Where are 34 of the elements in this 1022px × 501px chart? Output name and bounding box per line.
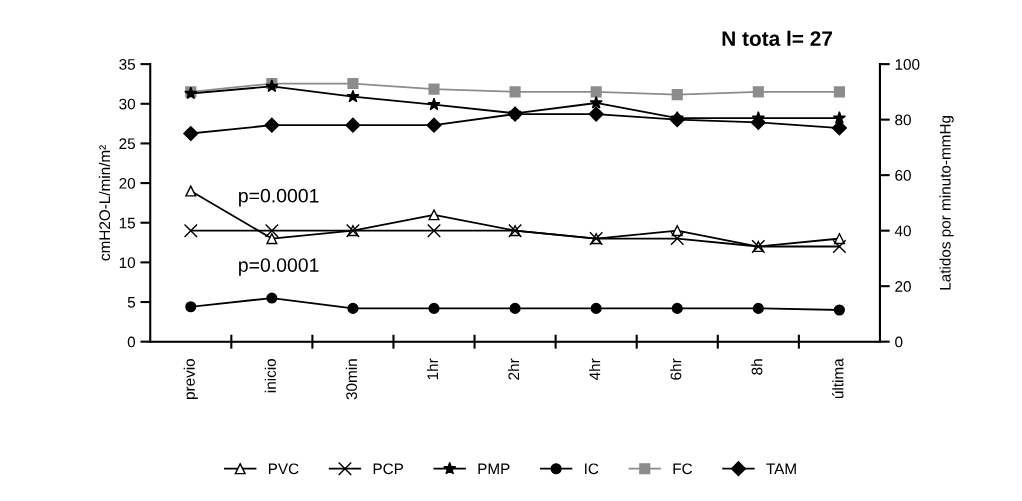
y2-tick-label: 80 <box>895 114 911 126</box>
y2-tick-label: 40 <box>894 225 911 237</box>
y-tick-label: 25 <box>119 138 136 150</box>
legend-label: TAM <box>766 463 796 475</box>
chart-title: N tota l= 27 <box>722 30 833 46</box>
legend-label: PMP <box>478 463 510 475</box>
y-tick-label: 10 <box>119 257 136 269</box>
y-tick-label: 0 <box>127 336 136 348</box>
y-tick-label: 20 <box>119 177 136 189</box>
y2-tick-label: 60 <box>895 170 911 181</box>
x-tick-label: 1hr <box>426 358 438 380</box>
legend-label: PCP <box>373 463 404 475</box>
y-tick-label: 35 <box>119 59 136 70</box>
y-tick-label: 5 <box>127 297 136 308</box>
x-tick-label: previo <box>183 358 198 399</box>
y2-axis-title: Latidos por minuto-mmHg <box>939 116 954 290</box>
x-tick-label: 6hr <box>670 358 682 380</box>
x-tick-label: 8h <box>751 359 763 375</box>
x-tick-label: 4hr <box>589 358 601 381</box>
y2-tick-label: 100 <box>895 59 920 70</box>
y-tick-label: 15 <box>119 217 136 229</box>
y-tick-label: 30 <box>119 98 136 110</box>
y2-tick-label: 0 <box>895 336 903 348</box>
annotation: p=0.0001 <box>239 188 319 207</box>
x-tick-label: última <box>832 358 844 399</box>
y2-tick-label: 20 <box>895 281 911 292</box>
annotation: p=0.0001 <box>239 258 319 276</box>
legend-label: PVC <box>268 463 299 475</box>
legend-label: IC <box>585 463 599 475</box>
legend-label: FC <box>673 463 693 475</box>
y-axis-title: cmH2O-L/min/m² <box>98 145 111 261</box>
x-tick-label: 30min <box>345 359 358 400</box>
x-tick-label: inicio <box>264 358 276 393</box>
x-tick-label: 2hr <box>507 358 520 380</box>
